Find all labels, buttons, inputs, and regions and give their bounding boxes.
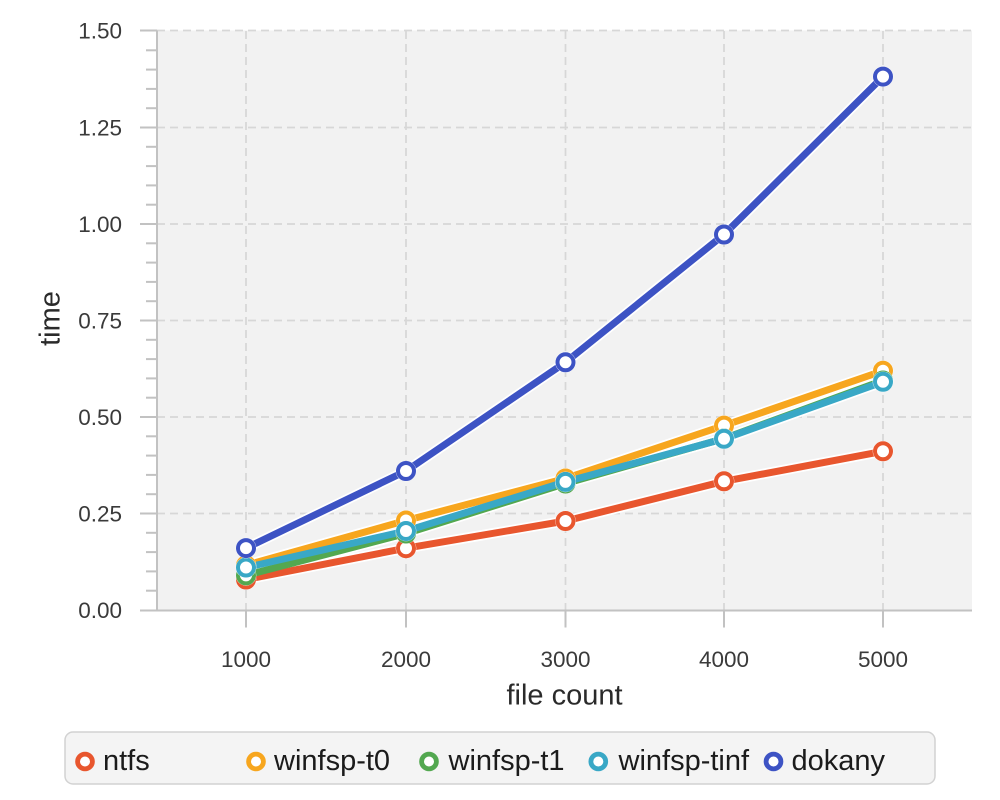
- svg-text:dokany: dokany: [792, 745, 886, 777]
- svg-text:0.00: 0.00: [78, 598, 122, 623]
- svg-text:4000: 4000: [699, 647, 749, 672]
- svg-text:winfsp-t1: winfsp-t1: [448, 745, 565, 777]
- svg-text:5000: 5000: [858, 647, 908, 672]
- svg-text:time: time: [35, 291, 67, 346]
- svg-text:0.25: 0.25: [78, 502, 122, 527]
- svg-text:1.00: 1.00: [78, 212, 122, 237]
- svg-text:2000: 2000: [381, 647, 431, 672]
- svg-text:winfsp-t0: winfsp-t0: [273, 745, 390, 777]
- svg-text:3000: 3000: [540, 647, 590, 672]
- svg-text:0.50: 0.50: [78, 405, 122, 430]
- svg-text:1.50: 1.50: [78, 19, 122, 44]
- svg-text:1000: 1000: [221, 647, 271, 672]
- svg-text:1.25: 1.25: [78, 116, 122, 141]
- svg-text:ntfs: ntfs: [103, 745, 150, 777]
- svg-text:0.75: 0.75: [78, 309, 122, 334]
- svg-text:winfsp-tinf: winfsp-tinf: [618, 745, 750, 777]
- svg-text:file count: file count: [506, 680, 622, 712]
